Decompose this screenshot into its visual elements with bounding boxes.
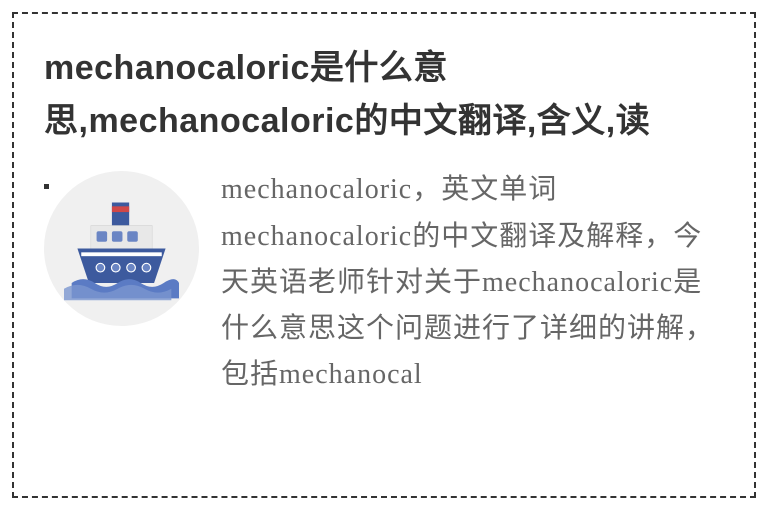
- ship-icon: [64, 191, 179, 306]
- dashed-frame: mechanocaloric是什么意思,mechanocaloric的中文翻译,…: [12, 12, 756, 498]
- article-body: mechanocaloric，英文单词mechanocaloric的中文翻译及解…: [221, 165, 724, 398]
- content-row: mechanocaloric，英文单词mechanocaloric的中文翻译及解…: [44, 165, 724, 398]
- ship-icon-container: [44, 171, 199, 326]
- article-title: mechanocaloric是什么意思,mechanocaloric的中文翻译,…: [44, 42, 724, 147]
- decorative-dot: [44, 184, 49, 189]
